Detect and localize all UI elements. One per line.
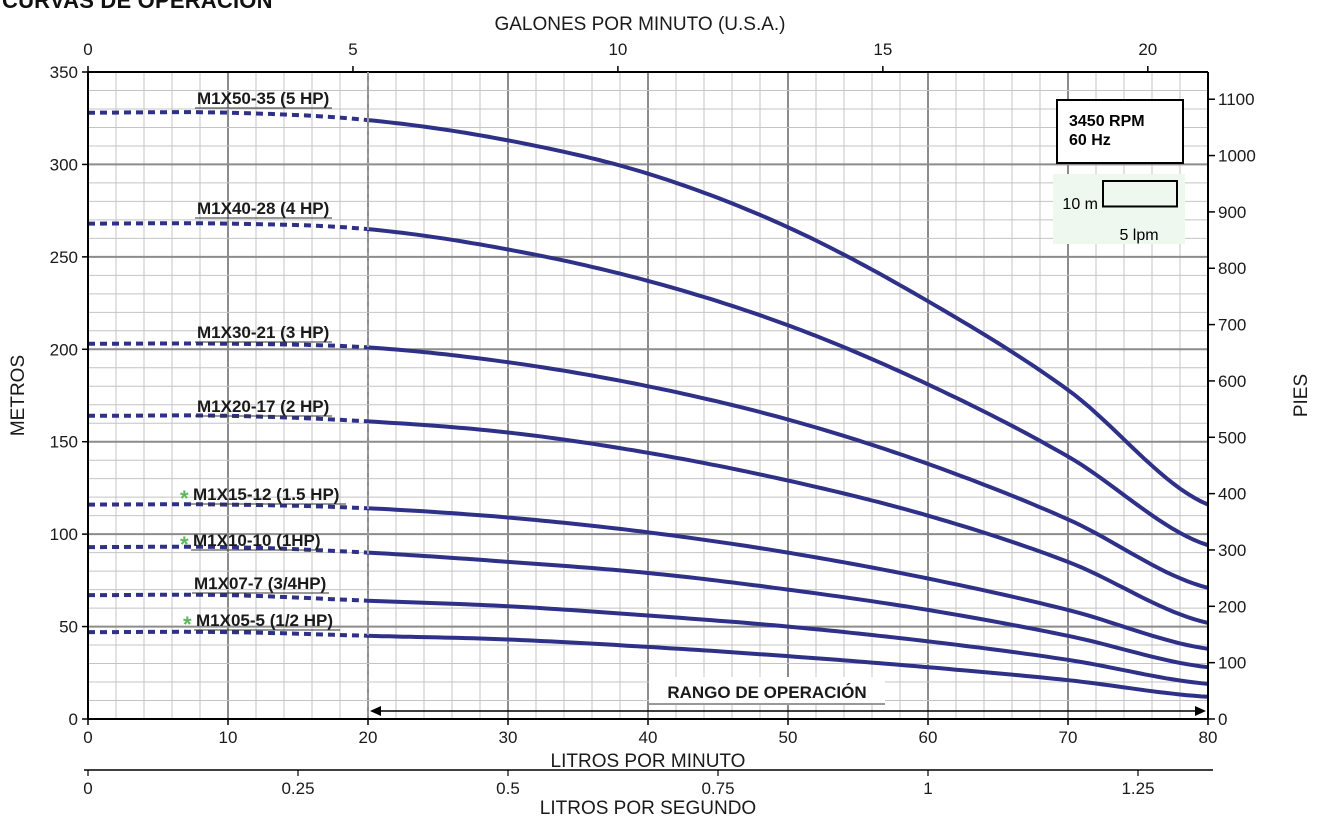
curve-label-3: M1X30-21 (3 HP) [197, 323, 329, 342]
lps-tick-label: 1 [923, 779, 932, 798]
curve-dashed-6 [88, 544, 369, 555]
page-title: CURVAS DE OPERACIÓN [2, 0, 273, 13]
x-tick-label: 10 [219, 728, 238, 747]
curve-solid-4 [367, 419, 1209, 625]
curve-solid-3 [367, 345, 1209, 590]
curve-dashed-1 [88, 110, 369, 123]
curve-dashed-3 [88, 341, 369, 350]
curve-dashed-5 [88, 502, 369, 511]
curves [88, 110, 1209, 699]
y-tick-label: 100 [50, 525, 78, 544]
curve-label-8: M1X05-5 (1/2 HP) [196, 611, 333, 630]
lps-tick-label: 0.75 [701, 779, 734, 798]
x-axis-label: LITROS POR MINUTO [551, 751, 746, 772]
arrow-left-icon [370, 706, 381, 716]
x-tick-label: 0 [83, 728, 92, 747]
y-tick-label: 150 [50, 433, 78, 452]
right-tick-label: 800 [1218, 259, 1246, 278]
x-tick-label: 50 [779, 728, 798, 747]
operating-range-label-bg [649, 677, 885, 705]
right-tick-label: 200 [1218, 597, 1246, 616]
x-tick-label: 20 [359, 728, 378, 747]
top-axis-label: GALONES POR MINUTO (U.S.A.) [494, 14, 785, 35]
lps-tick-label: 0.25 [281, 779, 314, 798]
curve-label-7: M1X07-7 (3/4HP) [194, 574, 326, 593]
top-tick-label: 0 [83, 40, 92, 59]
rpm-info-box [1056, 99, 1184, 164]
scale-rectangle [1102, 180, 1178, 208]
lps-axis-label: LITROS POR SEGUNDO [540, 798, 756, 819]
top-tick-label: 5 [348, 40, 357, 59]
curve-solid-1 [367, 118, 1209, 507]
top-tick-label: 10 [608, 40, 627, 59]
asterisk-icon: * [180, 532, 189, 557]
curve-label-6: M1X10-10 (1HP) [193, 531, 321, 550]
y-tick-label: 0 [69, 710, 78, 729]
asterisk-icon: * [180, 486, 189, 511]
y-tick-label: 300 [50, 155, 78, 174]
top-tick-label: 20 [1138, 40, 1157, 59]
hz-label: 60 Hz [1069, 132, 1111, 149]
rpm-label: 3450 RPM [1069, 113, 1145, 130]
top-tick-label: 15 [873, 40, 892, 59]
lps-tick-label: 0.5 [496, 779, 520, 798]
curve-solid-7 [367, 598, 1209, 686]
scale-height-label: 10 m [1062, 196, 1098, 213]
operating-range-label: RANGO DE OPERACIÓN [667, 683, 866, 702]
right-tick-label: 400 [1218, 485, 1246, 504]
curve-label-4: M1X20-17 (2 HP) [197, 397, 329, 416]
right-tick-label: 600 [1218, 372, 1246, 391]
x-tick-label: 40 [639, 728, 658, 747]
right-tick-label: 1100 [1218, 90, 1255, 109]
curve-label-5: M1X15-12 (1.5 HP) [193, 485, 339, 504]
curve-dashed-4 [88, 413, 369, 424]
curve-solid-6 [367, 550, 1209, 670]
y-tick-label: 50 [59, 618, 78, 637]
curve-dashed-7 [88, 592, 369, 603]
arrow-right-icon [1195, 706, 1206, 716]
y-axis-label: METROS [8, 355, 29, 436]
scale-width-label: 5 lpm [1119, 227, 1158, 244]
y-tick-label: 250 [50, 248, 78, 267]
right-tick-label: 500 [1218, 428, 1246, 447]
right-tick-label: 300 [1218, 541, 1246, 560]
right-tick-label: 0 [1218, 710, 1227, 729]
curve-solid-8 [367, 633, 1209, 699]
curve-labels: M1X50-35 (5 HP) M1X40-28 (4 HP) M1X30-21 (… [180, 89, 346, 637]
curve-label-2: M1X40-28 (4 HP) [197, 199, 329, 218]
y-tick-label: 200 [50, 340, 78, 359]
curve-dashed-2 [88, 221, 369, 232]
curve-solid-2 [367, 227, 1209, 548]
scale-box-bg [1053, 174, 1185, 244]
curve-label-1: M1X50-35 (5 HP) [197, 89, 329, 108]
lps-tick-label: 1.25 [1121, 779, 1154, 798]
lps-tick-label: 0 [83, 779, 92, 798]
right-tick-label: 900 [1218, 203, 1246, 222]
right-tick-label: 100 [1218, 654, 1246, 673]
right-axis-label: PIES [1291, 374, 1312, 417]
right-tick-label: 700 [1218, 316, 1246, 335]
y-tick-label: 350 [50, 63, 78, 82]
annotations: RANGO DE OPERACIÓN 3450 RPM 60 Hz 10 m 5 lpm [367, 72, 1206, 719]
curve-solid-5 [367, 506, 1209, 651]
asterisk-icon: * [183, 612, 192, 637]
x-tick-label: 80 [1199, 728, 1218, 747]
right-tick-label: 1000 [1218, 147, 1256, 166]
x-tick-label: 60 [919, 728, 938, 747]
x-tick-label: 70 [1059, 728, 1078, 747]
curve-dashed-8 [88, 629, 369, 638]
x-tick-label: 30 [499, 728, 518, 747]
